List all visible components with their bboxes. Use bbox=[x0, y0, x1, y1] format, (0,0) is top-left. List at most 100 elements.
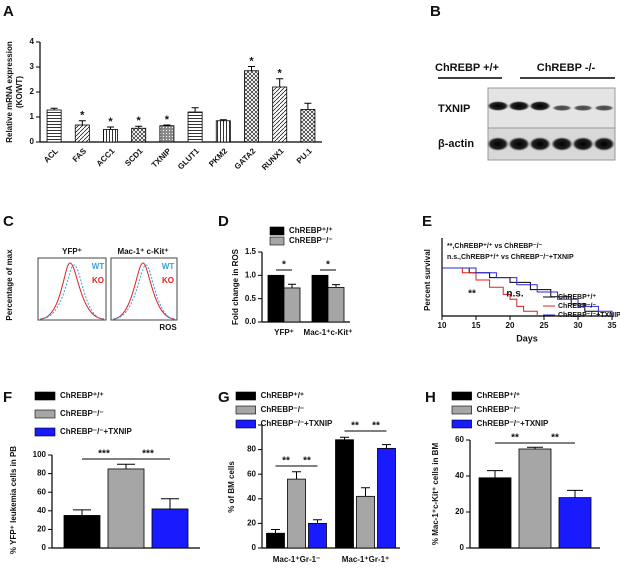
legend-label: ChREBP⁺/⁺ bbox=[60, 391, 104, 400]
bar bbox=[272, 86, 288, 143]
blot-row-label: TXNIP bbox=[438, 103, 470, 115]
significance: * bbox=[249, 55, 254, 67]
flow-frame bbox=[110, 257, 178, 321]
blot-group-label: ChREBP +/+ bbox=[435, 62, 499, 74]
y-tick-label: 60 bbox=[455, 435, 464, 444]
bar bbox=[63, 515, 101, 549]
error-bar bbox=[73, 509, 91, 516]
bar bbox=[151, 508, 189, 549]
x-tick-label: SCD1 bbox=[123, 146, 145, 168]
legend-swatch bbox=[235, 391, 256, 401]
flow-panel: C Percentage of max ROS YFP⁺ Mac-1⁺ c-Ki… bbox=[3, 213, 178, 332]
bar bbox=[131, 127, 147, 143]
error-bar bbox=[117, 463, 135, 469]
legend-swatch bbox=[451, 405, 472, 415]
y-tick-label: 1.0 bbox=[245, 270, 257, 279]
panel-letter: E bbox=[422, 213, 432, 230]
panel-letter: H bbox=[425, 389, 436, 406]
bar bbox=[518, 448, 552, 549]
annotation: ** bbox=[351, 421, 359, 432]
error-bar bbox=[527, 446, 543, 449]
error-bar bbox=[304, 102, 312, 110]
legend-swatch bbox=[235, 405, 256, 415]
legend-label: ChREBP⁻/⁻+TXNIP bbox=[261, 419, 333, 428]
legend-label: ChREBP⁻/⁻ bbox=[60, 409, 104, 418]
x-tick-label: RUNX1 bbox=[260, 146, 286, 172]
legend-label: ChREBP⁻/⁻ bbox=[289, 236, 333, 245]
bar bbox=[103, 129, 118, 143]
y-axis-label: Fold change in ROS bbox=[231, 248, 240, 325]
bar bbox=[377, 447, 396, 549]
error-bar bbox=[382, 444, 391, 449]
annotation: n.s.,ChREBP⁺/⁺ vs ChREBP⁻/⁻+TXNIP bbox=[447, 254, 574, 261]
error-bar bbox=[191, 107, 199, 112]
ko-histogram bbox=[112, 262, 176, 320]
y-tick-label: 1 bbox=[30, 112, 35, 121]
bar bbox=[244, 70, 259, 143]
x-tick-label: Mac-1⁺Gr-1⁺ bbox=[342, 555, 390, 564]
y-tick-label: 1.5 bbox=[245, 247, 257, 256]
panel-letter: C bbox=[3, 213, 14, 230]
y-axis-label: % of BM cells bbox=[227, 461, 236, 513]
bar bbox=[266, 532, 285, 549]
x-tick-label: GATA2 bbox=[233, 146, 258, 171]
annotation: ** bbox=[372, 421, 380, 432]
panel-letter: G bbox=[218, 389, 230, 406]
error-bar bbox=[135, 125, 143, 129]
legend-label: ChREBP⁻/⁻ bbox=[477, 405, 521, 414]
error-bar bbox=[340, 436, 349, 440]
x-tick-label: TXNIP bbox=[150, 146, 173, 169]
annotation: *** bbox=[142, 449, 154, 460]
flow-title: Mac-1⁺ c-Kit⁺ bbox=[117, 247, 168, 256]
legend-label: ChREBP⁺/⁺ bbox=[289, 226, 333, 235]
error-bar bbox=[361, 487, 370, 497]
y-tick-label: 0 bbox=[252, 543, 257, 552]
significance: * bbox=[165, 114, 170, 126]
x-tick-label: PU.1 bbox=[295, 146, 314, 165]
legend-swatch bbox=[235, 419, 256, 429]
error-bar bbox=[163, 124, 171, 126]
legend-label: ChREBP⁻/⁻ bbox=[261, 405, 305, 414]
y-tick-label: 40 bbox=[247, 494, 256, 503]
x-tick-label: YFP⁺ bbox=[274, 328, 294, 337]
error-bar bbox=[567, 489, 583, 498]
bar bbox=[558, 497, 592, 549]
legend-label: ChREBP⁺/⁺ bbox=[558, 294, 596, 301]
bar bbox=[215, 120, 231, 143]
x-tick-label: PKM2 bbox=[207, 146, 229, 168]
x-tick-label: ACL bbox=[42, 146, 60, 164]
x-tick-label: 35 bbox=[608, 321, 617, 330]
y-tick-label: 0.5 bbox=[245, 294, 257, 303]
y-tick-label: 20 bbox=[247, 519, 256, 528]
annotation: ** bbox=[282, 456, 290, 467]
legend-label: ChREBP⁺/⁺ bbox=[261, 391, 305, 400]
significance: * bbox=[108, 116, 113, 128]
annotation: * bbox=[326, 260, 330, 271]
bar bbox=[356, 495, 375, 549]
error-bar bbox=[161, 498, 179, 509]
y-axis-label: Relative mRNA expression bbox=[5, 41, 14, 143]
ko-histogram bbox=[39, 262, 105, 320]
y-tick-label: 3 bbox=[30, 62, 35, 71]
error-bar bbox=[78, 120, 86, 125]
annotation: * bbox=[282, 260, 286, 271]
bar bbox=[327, 287, 345, 323]
error-bar bbox=[219, 119, 227, 121]
bar bbox=[267, 274, 285, 323]
legend-swatch bbox=[34, 391, 56, 401]
y-tick-label: 0 bbox=[42, 543, 47, 552]
x-tick-label: 25 bbox=[540, 321, 549, 330]
survival-line bbox=[442, 267, 538, 316]
bar bbox=[478, 477, 512, 549]
bar bbox=[283, 287, 301, 323]
legend-swatch bbox=[451, 391, 472, 401]
flow-frame bbox=[37, 257, 107, 321]
bar bbox=[187, 111, 203, 143]
x-tick-label: ACC1 bbox=[95, 146, 117, 168]
significance: * bbox=[80, 110, 85, 122]
y-tick-label: 0 bbox=[460, 543, 465, 552]
x-tick-label: Mac-1⁺Gr-1⁻ bbox=[273, 555, 321, 564]
annotation: ** bbox=[303, 456, 311, 467]
annotation: **,ChREBP⁺/⁺ vs ChREBP⁻/⁻ bbox=[447, 243, 543, 250]
legend-label: ChREBP⁻/⁻ bbox=[558, 303, 596, 310]
